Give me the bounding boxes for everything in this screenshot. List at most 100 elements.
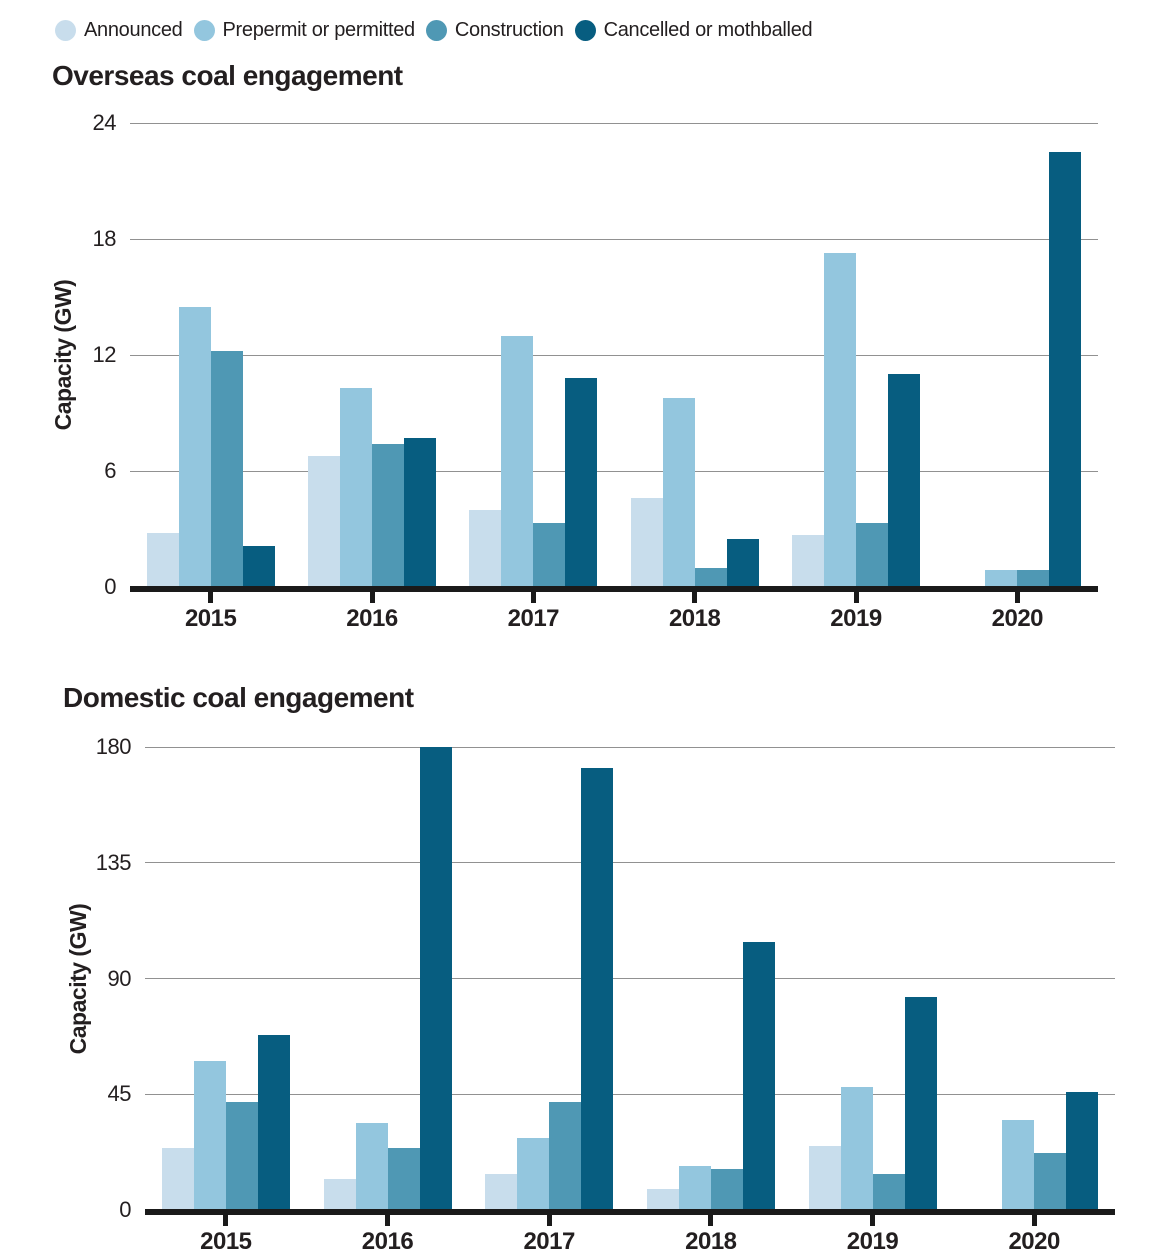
- y-tick-label-6: 6: [104, 458, 116, 483]
- bar-construction-2019: [856, 523, 888, 587]
- legend: Announced Prepermit or permitted Construct…: [55, 19, 813, 42]
- bar-construction-2017: [533, 523, 566, 587]
- legend-item-prepermit-or-permitted: Prepermit or permitted: [193, 19, 416, 42]
- gridline-y-45: [145, 1093, 1115, 1095]
- x-axis-line: [130, 586, 1098, 592]
- bar-prepermit-or-permitted-2015: [178, 306, 211, 587]
- construction-legend-dot-icon: [425, 20, 447, 41]
- bar-announced-2018: [646, 1189, 679, 1210]
- bar-cancelled-or-mothballed-2018: [742, 942, 775, 1210]
- gridline-y-90: [145, 978, 1115, 979]
- bar-construction-2016: [387, 1148, 420, 1210]
- bar-prepermit-or-permitted-2017: [501, 335, 534, 587]
- gridline-y-6: [130, 470, 1098, 472]
- bar-construction-2015: [210, 351, 243, 587]
- bar-announced-2015: [146, 532, 179, 587]
- bar-announced-2016: [323, 1179, 356, 1210]
- gridline-y-24: [130, 122, 1098, 124]
- bar-construction-2019: [872, 1173, 905, 1210]
- bar-announced-2017: [485, 1173, 518, 1210]
- x-tick-2018: [708, 1215, 714, 1226]
- x-tick-label-2015: 2015: [184, 605, 237, 632]
- bar-construction-2018: [694, 567, 727, 587]
- legend-item-label: Prepermit or permitted: [222, 19, 416, 41]
- x-tick-2018: [692, 592, 698, 603]
- bar-prepermit-or-permitted-2019: [840, 1086, 873, 1210]
- bar-prepermit-or-permitted-2020: [985, 569, 1018, 587]
- bar-construction-2018: [710, 1168, 743, 1210]
- x-tick-2019: [870, 1215, 875, 1226]
- gridline-y-180: [145, 746, 1115, 748]
- x-tick-2017: [546, 1215, 552, 1226]
- overseas-chart-title: Overseas coal engagement: [52, 60, 403, 91]
- bar-cancelled-or-mothballed-2018: [726, 538, 759, 587]
- bar-announced-2019: [792, 534, 824, 587]
- x-tick-2016: [385, 1215, 390, 1226]
- bar-prepermit-or-permitted-2018: [662, 397, 695, 587]
- y-tick-label-45: 45: [107, 1081, 132, 1107]
- bar-cancelled-or-mothballed-2020: [1049, 152, 1082, 587]
- bar-cancelled-or-mothballed-2017: [581, 767, 614, 1210]
- bar-cancelled-or-mothballed-2019: [888, 374, 920, 587]
- x-axis-line: [145, 1209, 1115, 1215]
- bar-cancelled-or-mothballed-2015: [257, 1035, 290, 1210]
- y-tick-label-12: 12: [92, 342, 117, 367]
- legend-item-label: Announced: [84, 19, 183, 41]
- x-tick-2016: [369, 592, 375, 603]
- x-tick-label-2017: 2017: [523, 1228, 575, 1255]
- x-tick-label-2016: 2016: [361, 1228, 414, 1255]
- x-tick-2017: [530, 592, 536, 603]
- bar-prepermit-or-permitted-2019: [824, 252, 856, 587]
- x-tick-label-2020: 2020: [1008, 1228, 1060, 1255]
- announced-legend-dot-icon: [55, 20, 76, 41]
- gridline-y-18: [130, 238, 1098, 240]
- prepermit-or-permitted-legend-dot-icon: [193, 20, 215, 41]
- x-tick-label-2018: 2018: [668, 605, 721, 632]
- x-tick-label-2019: 2019: [830, 605, 882, 632]
- bar-announced-2016: [308, 455, 340, 587]
- bar-cancelled-or-mothballed-2015: [242, 546, 275, 587]
- x-tick-2015: [208, 592, 214, 603]
- bar-cancelled-or-mothballed-2020: [1066, 1091, 1099, 1210]
- bar-announced-2018: [630, 498, 663, 587]
- x-tick-label-2016: 2016: [346, 605, 398, 632]
- bar-construction-2020: [1017, 569, 1050, 587]
- bar-cancelled-or-mothballed-2016: [419, 747, 452, 1210]
- bar-cancelled-or-mothballed-2019: [904, 996, 937, 1210]
- y-tick-label-0: 0: [119, 1197, 131, 1222]
- y-tick-label-0: 0: [104, 574, 116, 599]
- bar-construction-2017: [549, 1101, 582, 1210]
- bar-prepermit-or-permitted-2015: [193, 1060, 226, 1210]
- bar-announced-2017: [469, 509, 502, 587]
- y-tick-label-18: 18: [92, 226, 117, 251]
- y-axis-title: Capacity (GW): [65, 903, 91, 1054]
- bar-cancelled-or-mothballed-2017: [565, 378, 598, 587]
- x-tick-label-2017: 2017: [507, 605, 560, 632]
- x-tick-2019: [853, 592, 859, 603]
- bar-construction-2016: [372, 443, 404, 587]
- bar-cancelled-or-mothballed-2016: [404, 438, 436, 587]
- bar-announced-2019: [808, 1145, 841, 1210]
- y-tick-label-180: 180: [95, 734, 132, 759]
- bar-prepermit-or-permitted-2016: [340, 387, 372, 587]
- gridline-y-135: [145, 862, 1115, 864]
- x-tick-2020: [1031, 1215, 1037, 1226]
- x-tick-2020: [1014, 592, 1020, 603]
- legend-item-announced: Announced: [55, 19, 183, 42]
- legend-item-label: Cancelled or mothballed: [603, 19, 813, 41]
- bar-construction-2020: [1034, 1153, 1067, 1210]
- y-axis-title: Capacity (GW): [50, 279, 76, 431]
- gridline-y-12: [130, 354, 1098, 356]
- x-tick-label-2019: 2019: [846, 1228, 899, 1255]
- y-tick-label-24: 24: [92, 110, 117, 135]
- bar-construction-2015: [225, 1101, 258, 1210]
- bar-prepermit-or-permitted-2018: [678, 1166, 711, 1210]
- domestic-chart-title: Domestic coal engagement: [63, 682, 414, 713]
- legend-item-label: Construction: [454, 19, 564, 41]
- bar-prepermit-or-permitted-2020: [1002, 1119, 1035, 1210]
- legend-item-construction: Construction: [425, 19, 564, 42]
- x-tick-label-2020: 2020: [991, 605, 1044, 632]
- x-tick-label-2018: 2018: [685, 1228, 737, 1255]
- bar-prepermit-or-permitted-2017: [517, 1137, 550, 1210]
- y-tick-label-135: 135: [95, 849, 132, 875]
